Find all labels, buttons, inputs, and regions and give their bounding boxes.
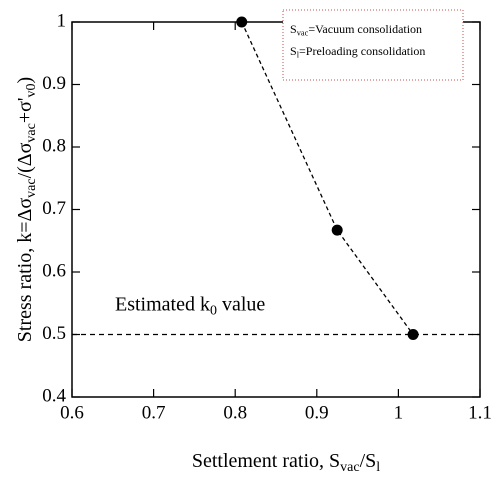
y-tick-label: 0.9: [42, 73, 66, 94]
subscript: vac: [340, 460, 359, 475]
text-part: S: [290, 22, 297, 36]
text-part: S: [290, 44, 297, 58]
y-tick-label: 0.5: [42, 323, 66, 344]
text-part: +σ': [14, 97, 36, 123]
text-part: ): [14, 77, 36, 84]
x-tick-label: 1: [394, 402, 404, 423]
text-part: /(Δσ: [14, 142, 36, 178]
annotation: Estimated k0 value: [115, 293, 265, 319]
subscript: 0: [210, 304, 217, 319]
legend-entry: Sl=Preloading consolidation: [290, 44, 425, 60]
y-axis-label: Stress ratio, k=Δσvac/(Δσvac+σ'v0): [14, 77, 40, 342]
x-tick-label: 0.8: [223, 402, 247, 423]
subscript: v0: [24, 83, 39, 97]
series-line: [241, 21, 414, 335]
text-part: Stress ratio, k=Δσ: [14, 198, 36, 343]
y-tick-label: 1: [57, 10, 67, 31]
subscript: vac: [24, 178, 39, 197]
x-tick-label: 1.1: [468, 402, 492, 423]
y-tick-label: 0.4: [42, 385, 66, 406]
subscript: vac: [297, 29, 309, 38]
text-part: =Vacuum consolidation: [308, 22, 422, 36]
legend-entry: Svac=Vacuum consolidation: [290, 22, 422, 38]
data-point: [236, 16, 248, 28]
data-point: [407, 329, 419, 340]
text-part: /S: [360, 450, 377, 472]
text-part: Settlement ratio, S: [192, 450, 340, 472]
text-part: Estimated k: [115, 293, 210, 315]
subscript: l: [297, 51, 300, 60]
x-tick-label: 0.9: [305, 402, 329, 423]
subscript: vac: [24, 123, 39, 142]
y-tick-label: 0.6: [42, 260, 66, 281]
legend-box: [282, 9, 464, 81]
y-tick-label: 0.7: [42, 198, 66, 219]
text-part: value: [217, 293, 265, 315]
text-part: =Preloading consolidation: [299, 44, 425, 58]
x-tick-label: 0.7: [142, 402, 166, 423]
x-axis-label: Settlement ratio, Svac/Sl: [192, 450, 380, 476]
subscript: l: [376, 460, 380, 475]
data-point: [331, 224, 343, 236]
y-tick-label: 0.8: [42, 135, 66, 156]
x-tick-label: 0.6: [60, 402, 84, 423]
